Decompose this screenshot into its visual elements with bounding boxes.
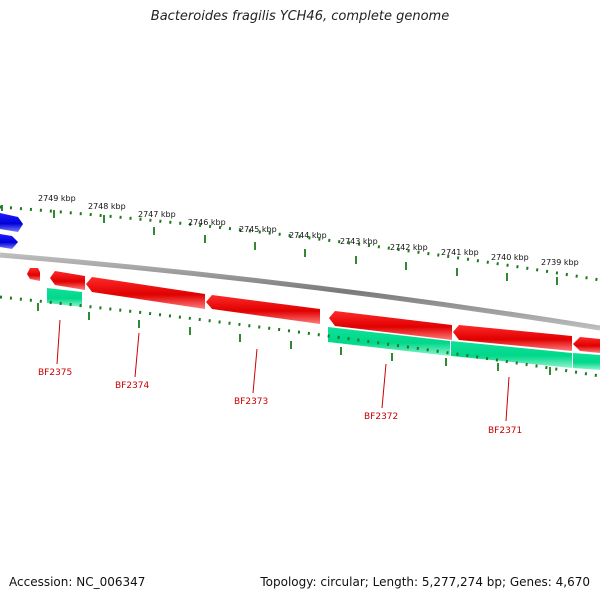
tick-label-2746: 2746 kbp xyxy=(188,218,226,227)
gene-label-leaders xyxy=(56,319,510,422)
lower-scale xyxy=(0,295,600,378)
gene-box-edge xyxy=(573,353,600,370)
tick-label-2748: 2748 kbp xyxy=(88,202,126,211)
accession-label: Accession: NC_006347 xyxy=(9,575,146,589)
gene-label-bf2374: BF2374 xyxy=(115,381,150,391)
tick-label-2744: 2744 kbp xyxy=(289,231,327,240)
gene-label-bf2375: BF2375 xyxy=(38,368,72,378)
gene-label-bf2373: BF2373 xyxy=(234,397,268,407)
blue-gene-1 xyxy=(0,213,23,232)
genome-backbone xyxy=(0,252,600,331)
leader-bf2374 xyxy=(134,332,140,378)
tick-label-2741: 2741 kbp xyxy=(441,248,479,257)
tick-label-2743: 2743 kbp xyxy=(340,237,378,246)
tick-label-2747: 2747 kbp xyxy=(138,210,176,219)
gene-box-bf2372 xyxy=(328,327,450,356)
upper-scale-minor-ticks xyxy=(0,205,600,282)
gene-box-bf2371 xyxy=(451,341,572,368)
tick-label-2740: 2740 kbp xyxy=(491,253,529,262)
leader-bf2372 xyxy=(381,363,387,409)
gene-label-bf2372: BF2372 xyxy=(364,412,398,422)
leader-bf2373 xyxy=(252,348,258,394)
gene-arrow-bf2372-fwd xyxy=(329,311,452,340)
gene-arrow-edge xyxy=(573,337,600,353)
gene-label-bf2371: BF2371 xyxy=(488,426,522,436)
gene-arrow-bf2373 xyxy=(206,295,320,324)
leader-bf2371 xyxy=(505,376,510,422)
reverse-genes xyxy=(47,288,600,370)
gene-arrow-bf2375-fwd xyxy=(50,271,85,290)
tick-label-2749: 2749 kbp xyxy=(38,194,76,203)
blue-genes xyxy=(0,213,23,249)
tick-label-2745: 2745 kbp xyxy=(239,225,277,234)
upper-scale: 2749 kbp 2748 kbp 2747 kbp 2746 kbp 2745… xyxy=(0,194,600,285)
tick-label-2739: 2739 kbp xyxy=(541,258,579,267)
forward-genes xyxy=(27,268,600,353)
gene-box-bf2375 xyxy=(47,288,82,307)
lower-scale-minor-ticks xyxy=(0,295,600,378)
genome-summary-label: Topology: circular; Length: 5,277,274 bp… xyxy=(260,575,590,589)
gene-arrow-bf2371-fwd xyxy=(453,325,572,351)
tick-label-2742: 2742 kbp xyxy=(390,243,428,252)
gene-arrow-small xyxy=(27,268,40,281)
blue-gene-2 xyxy=(0,234,18,249)
page-title: Bacteroides fragilis YCH46, complete gen… xyxy=(150,9,450,24)
upper-major-ticks xyxy=(1,205,558,285)
gene-arrow-bf2374 xyxy=(86,277,205,309)
leader-bf2375 xyxy=(56,319,61,365)
lower-major-ticks xyxy=(37,303,551,375)
